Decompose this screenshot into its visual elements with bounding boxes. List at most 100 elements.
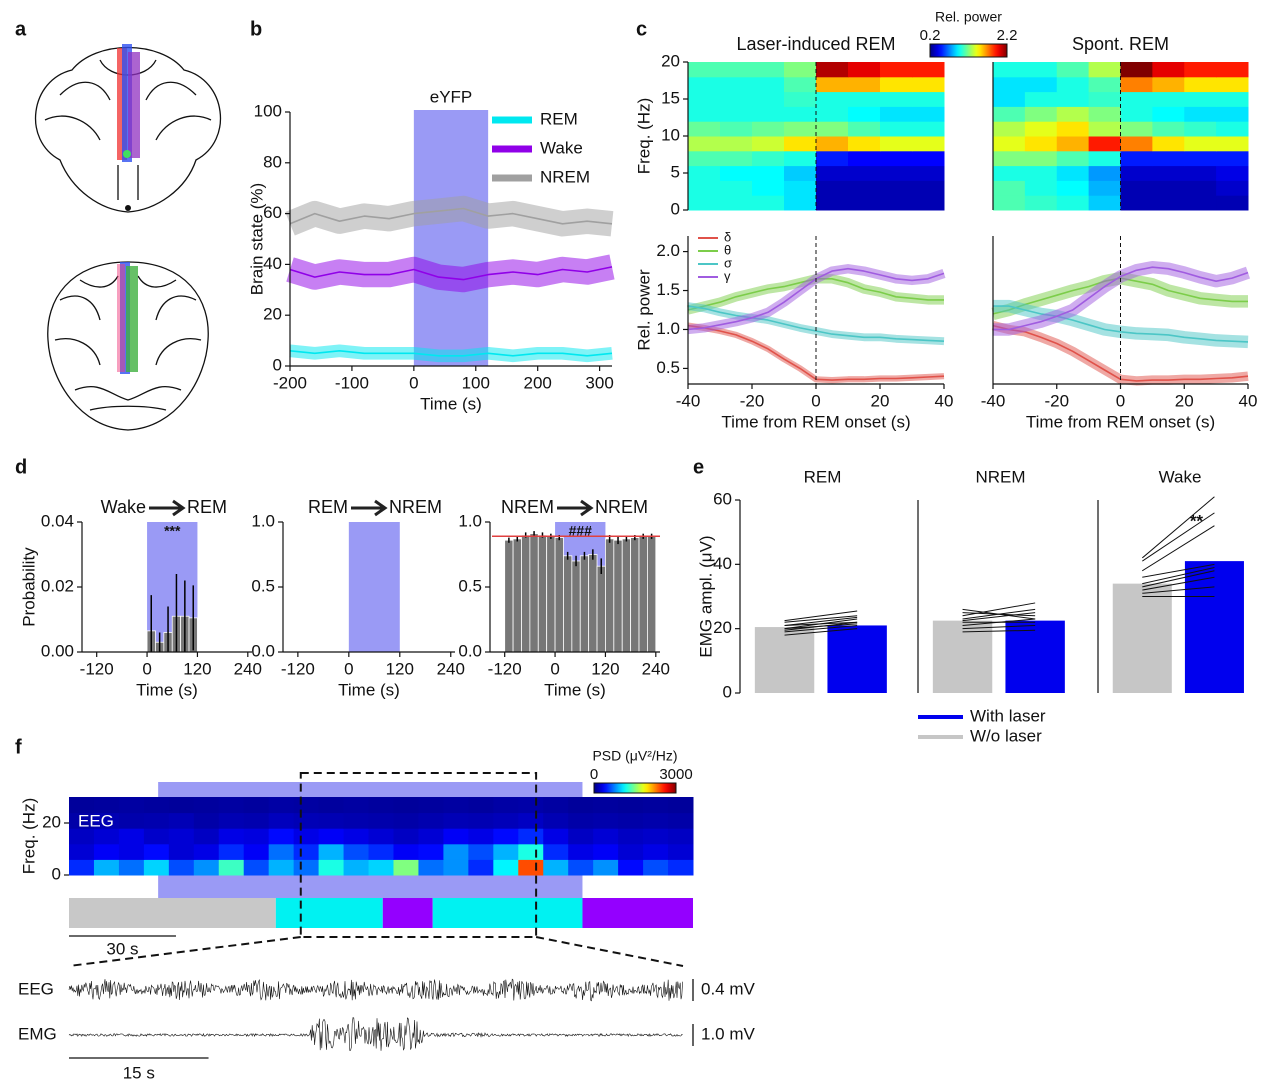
colorbar-label: PSD (μV²/Hz) xyxy=(592,748,677,764)
spectrogram-cell xyxy=(243,812,270,829)
heatmap-cell xyxy=(1088,180,1121,196)
transition-to: REM xyxy=(187,497,227,517)
heatmap-cell xyxy=(1152,180,1185,196)
transition-from: NREM xyxy=(501,497,554,517)
heatmap-cell xyxy=(1056,91,1090,107)
spectrogram-cell xyxy=(543,859,569,876)
spectrogram-cell xyxy=(93,797,120,814)
heatmap-cell xyxy=(784,150,817,167)
spectrogram-cell xyxy=(568,859,594,876)
heatmap-cell xyxy=(720,76,753,93)
y-tick-label: 2.0 xyxy=(656,241,680,260)
spectrogram-cell xyxy=(318,859,345,876)
series-line xyxy=(289,350,613,357)
spectrogram-cell xyxy=(643,843,669,860)
y-tick-label: 0.0 xyxy=(458,641,482,660)
histogram-bar xyxy=(554,537,564,653)
scale-bar-label: 15 s xyxy=(123,1063,155,1082)
heatmap-cell xyxy=(1184,121,1217,137)
subplot-title: REM xyxy=(804,467,842,486)
x-tick-label: 40 xyxy=(935,391,954,410)
spectrogram-cell xyxy=(518,828,544,845)
colorbar-label: Rel. power xyxy=(935,9,1002,25)
heatmap-cell xyxy=(993,195,1026,211)
x-tick-label: -120 xyxy=(281,659,315,678)
significance: ### xyxy=(569,523,593,539)
shade-label: eYFP xyxy=(430,87,473,106)
heatmap-cell xyxy=(993,106,1026,122)
paired-line xyxy=(1142,525,1215,572)
x-tick-label: 100 xyxy=(462,373,490,392)
panel-a-drawings xyxy=(34,44,222,431)
heatmap-cell xyxy=(880,91,913,107)
heatmap-cell xyxy=(1184,136,1217,152)
spectrogram-cell xyxy=(243,797,270,814)
heatmap-cell xyxy=(848,91,881,107)
spectrogram-cell xyxy=(143,797,170,814)
heatmap-cell xyxy=(688,195,721,211)
heatmap-cell xyxy=(880,180,913,196)
amplitude-label: 1.0 mV xyxy=(701,1024,756,1043)
spectrogram-cell xyxy=(443,797,469,814)
stimulus-shade xyxy=(413,110,489,366)
stimulus-shade xyxy=(348,522,400,652)
spectrogram-cell xyxy=(69,812,95,829)
x-tick-label: 0 xyxy=(344,659,353,678)
heatmap-cell xyxy=(816,62,849,78)
spectrogram-cell xyxy=(168,797,195,814)
spectrogram-cell xyxy=(143,843,170,860)
x-tick-label: 20 xyxy=(1175,391,1194,410)
spectrogram-cell xyxy=(668,843,694,860)
histogram-bar xyxy=(529,533,539,653)
y-tick-label: 0.5 xyxy=(656,358,680,377)
x-tick-label: 40 xyxy=(1239,391,1258,410)
spectrogram-cell xyxy=(193,843,220,860)
heatmap-cell xyxy=(1216,165,1249,181)
series-line xyxy=(289,266,613,281)
amplitude-label: 0.4 mV xyxy=(701,979,756,998)
spectrogram-cell xyxy=(568,843,594,860)
spectrogram-cell xyxy=(168,812,195,829)
paired-line xyxy=(1142,576,1215,591)
heatmap-cell xyxy=(880,165,913,181)
heatmap-cell xyxy=(1024,62,1058,78)
heatmap-cell xyxy=(1120,165,1153,181)
hypnogram-segment xyxy=(69,898,276,928)
spectrogram-cell xyxy=(443,828,469,845)
histogram-bar xyxy=(621,538,632,653)
histogram-bar xyxy=(588,554,598,653)
y-tick-label: 60 xyxy=(713,489,732,508)
x-tick-label: 240 xyxy=(437,659,465,678)
spectrogram-cell xyxy=(418,828,444,845)
y-tick-label: 1.5 xyxy=(656,280,680,299)
zoom-box xyxy=(299,772,538,938)
spectrogram-cell xyxy=(493,812,519,829)
y-tick-label: 0.0 xyxy=(251,641,275,660)
spectrogram-cell xyxy=(293,859,320,876)
heatmap-cell xyxy=(1216,150,1249,167)
x-tick-label: -40 xyxy=(981,391,1006,410)
heatmap-cell xyxy=(816,76,849,93)
heatmap-cell xyxy=(1152,150,1185,167)
spectrogram-cell xyxy=(618,797,644,814)
heatmap-cell xyxy=(993,136,1026,152)
heatmap-cell xyxy=(1216,136,1249,152)
x-tick-label: 0 xyxy=(142,659,151,678)
legend-label: σ xyxy=(724,255,732,270)
spectrogram-cell xyxy=(518,843,544,860)
heatmap-cell xyxy=(1184,76,1217,93)
heatmap-cell xyxy=(784,136,817,152)
heatmap-cell xyxy=(1216,121,1249,137)
spectrogram-cell xyxy=(218,843,245,860)
heatmap-cell xyxy=(1088,195,1121,211)
legend-label: γ xyxy=(724,268,731,283)
colorbar xyxy=(593,782,677,794)
y-tick-label: 20 xyxy=(713,618,732,637)
spectrogram-cell xyxy=(643,812,669,829)
heatmap-cell xyxy=(752,136,785,152)
y-tick-label: 100 xyxy=(254,101,282,120)
y-tick-label: 0.04 xyxy=(41,511,74,530)
heatmap-cell xyxy=(752,180,785,196)
y-tick-label: 40 xyxy=(263,254,282,273)
